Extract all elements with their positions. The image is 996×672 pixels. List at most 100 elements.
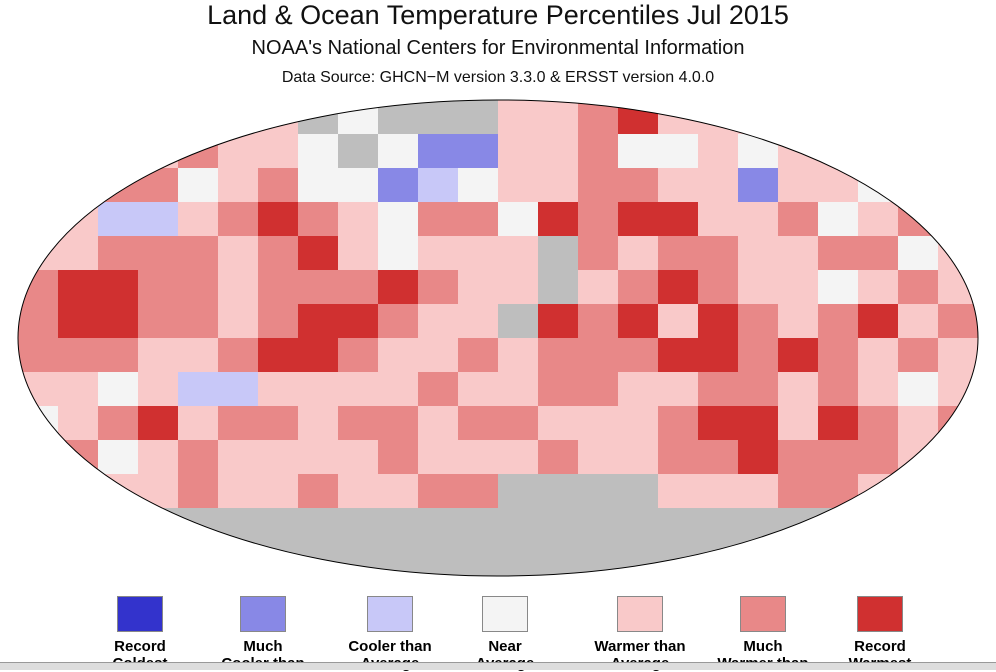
map-cell	[778, 202, 819, 237]
map-cell	[818, 406, 859, 441]
map-cell	[258, 236, 299, 271]
map-cell	[658, 406, 699, 441]
map-cell	[378, 168, 419, 203]
map-cell	[138, 202, 179, 237]
map-cell	[218, 508, 259, 543]
map-cell	[738, 542, 779, 576]
map-cell	[378, 372, 419, 407]
map-cell	[498, 304, 539, 339]
map-cell	[898, 474, 939, 509]
map-cell	[658, 202, 699, 237]
map-cell	[578, 508, 619, 543]
map-cell	[858, 202, 899, 237]
map-cell	[18, 202, 59, 237]
map-cell	[378, 202, 419, 237]
map-cell	[298, 372, 339, 407]
map-cell	[58, 474, 99, 509]
map-cell	[938, 474, 978, 509]
map-cell	[458, 304, 499, 339]
map-cell	[738, 372, 779, 407]
map-cell	[218, 474, 259, 509]
map-cell	[898, 440, 939, 475]
map-cell	[298, 474, 339, 509]
legend-swatch	[740, 596, 786, 632]
map-cell	[58, 168, 99, 203]
map-cell	[498, 202, 539, 237]
map-cell	[418, 508, 459, 543]
map-cell	[578, 440, 619, 475]
map-cell	[378, 338, 419, 373]
map-cell	[418, 202, 459, 237]
map-cell	[778, 236, 819, 271]
map-cell	[378, 270, 419, 305]
map-cell	[538, 100, 579, 135]
map-cell	[778, 168, 819, 203]
map-cell	[498, 168, 539, 203]
map-cell	[938, 508, 978, 543]
map-cell	[898, 134, 939, 169]
map-cell	[698, 440, 739, 475]
map-cell	[818, 202, 859, 237]
legend-swatch	[857, 596, 903, 632]
map-cell	[218, 202, 259, 237]
map-cell	[658, 304, 699, 339]
map-cell	[858, 100, 899, 135]
map-cell	[218, 236, 259, 271]
map-cell	[538, 338, 579, 373]
map-cell	[858, 236, 899, 271]
map-cell	[538, 508, 579, 543]
map-cell	[338, 406, 379, 441]
map-cell	[458, 406, 499, 441]
map-cell	[618, 100, 659, 135]
map-cell	[18, 134, 59, 169]
map-cell	[298, 338, 339, 373]
map-cell	[538, 440, 579, 475]
map-cell	[778, 542, 819, 576]
map-cell	[938, 542, 978, 576]
map-cell	[818, 440, 859, 475]
map-cell	[138, 100, 179, 135]
map-cell	[218, 542, 259, 576]
map-cell	[898, 202, 939, 237]
map-cell	[898, 508, 939, 543]
map-cell	[458, 168, 499, 203]
map-cell	[418, 338, 459, 373]
map-cell	[218, 100, 259, 135]
map-cell	[98, 100, 139, 135]
legend-swatch	[617, 596, 663, 632]
data-source: Data Source: GHCN−M version 3.3.0 & ERSS…	[281, 69, 715, 86]
map-cell	[938, 406, 978, 441]
map-border	[17, 99, 979, 577]
map-cell	[258, 100, 299, 135]
map-cell	[618, 168, 659, 203]
map-cell	[538, 372, 579, 407]
map-cell	[738, 440, 779, 475]
map-cell	[618, 338, 659, 373]
map-cell	[578, 134, 619, 169]
map-cell	[178, 406, 219, 441]
map-cell	[658, 372, 699, 407]
map-cell	[898, 168, 939, 203]
map-cell	[738, 134, 779, 169]
map-cell	[938, 440, 978, 475]
map-cell	[218, 338, 259, 373]
map-cell	[858, 372, 899, 407]
map-cell	[618, 508, 659, 543]
map-cell	[18, 304, 59, 339]
map-cell	[618, 474, 659, 509]
map-cell	[258, 372, 299, 407]
map-cell	[218, 406, 259, 441]
map-cell	[578, 474, 619, 509]
map-cell	[858, 338, 899, 373]
map-cell	[778, 338, 819, 373]
map-cell	[58, 236, 99, 271]
map-cell	[618, 236, 659, 271]
map-cell	[378, 304, 419, 339]
map-cell	[578, 406, 619, 441]
map-cell	[618, 270, 659, 305]
map-cell	[258, 202, 299, 237]
map-cell	[698, 406, 739, 441]
map-cell	[98, 304, 139, 339]
map-cell	[698, 100, 739, 135]
map-cell	[178, 100, 219, 135]
